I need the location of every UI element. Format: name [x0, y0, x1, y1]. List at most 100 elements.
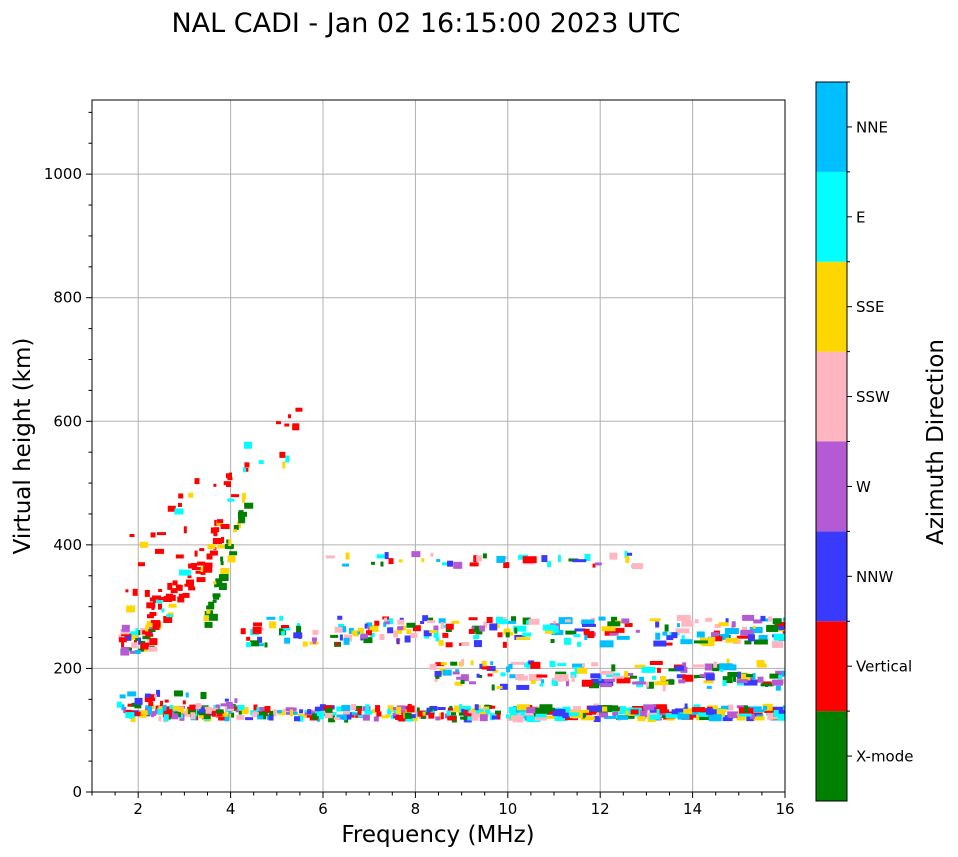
echo-point: [544, 710, 556, 715]
echo-point: [763, 705, 768, 710]
echo-point: [215, 709, 224, 714]
echo-point: [367, 625, 371, 632]
echo-point: [579, 709, 590, 713]
echo-point: [393, 630, 399, 638]
echo-point: [357, 714, 364, 718]
echo-point: [336, 714, 345, 720]
echo-point: [581, 623, 596, 627]
echo-point: [289, 711, 298, 715]
echo-point: [397, 626, 404, 631]
echo-point: [292, 423, 300, 431]
echo-point: [317, 708, 325, 713]
echo-point: [187, 575, 192, 579]
echo-point: [196, 577, 206, 583]
echo-point: [243, 467, 247, 473]
echo-point: [430, 552, 434, 557]
echo-point: [360, 633, 368, 639]
echo-point: [577, 667, 588, 674]
colorbar-tick-label: SSE: [856, 298, 885, 316]
echo-point: [428, 617, 434, 623]
echo-point: [445, 642, 453, 648]
x-tick-label: 16: [775, 800, 794, 818]
echo-point: [183, 526, 187, 534]
echo-point: [138, 637, 142, 645]
echo-point: [720, 633, 730, 640]
echo-point: [433, 630, 439, 638]
echo-point: [496, 685, 503, 689]
echo-point: [352, 712, 362, 716]
echo-point: [653, 640, 667, 647]
echo-point: [700, 637, 712, 641]
echo-point: [440, 622, 444, 630]
echo-point: [619, 706, 626, 714]
echo-point: [722, 676, 733, 684]
echo-point: [553, 620, 557, 624]
echo-point: [123, 706, 127, 712]
colorbar-tick-label: X-mode: [856, 748, 913, 766]
echo-point: [200, 566, 206, 573]
echo-point: [311, 637, 317, 642]
echo-point: [357, 627, 364, 634]
echo-point: [749, 714, 755, 720]
echo-point: [175, 711, 179, 715]
echo-point: [229, 551, 238, 556]
echo-point: [252, 626, 262, 634]
echo-point: [554, 714, 568, 722]
echo-point: [130, 631, 139, 637]
echo-point: [264, 706, 271, 714]
echo-point: [783, 617, 785, 622]
echo-point: [212, 593, 221, 598]
echo-point: [355, 631, 361, 635]
echo-point: [445, 713, 450, 719]
echo-point: [276, 710, 282, 714]
echo-point: [227, 477, 233, 481]
echo-point: [629, 675, 637, 679]
echo-point: [711, 709, 717, 717]
echo-point: [158, 588, 163, 592]
echo-point: [467, 713, 472, 721]
echo-point: [373, 716, 379, 722]
echo-point: [142, 630, 152, 635]
echo-point: [528, 673, 542, 681]
echo-point: [311, 713, 317, 720]
echo-point: [198, 713, 204, 719]
echo-point: [134, 702, 142, 709]
echo-point: [177, 596, 185, 603]
echo-point: [189, 704, 196, 711]
echo-point: [137, 562, 145, 567]
echo-point: [365, 704, 370, 711]
echo-point: [129, 534, 135, 538]
echo-point: [406, 622, 416, 628]
echo-point: [195, 570, 201, 574]
echo-point: [293, 632, 303, 639]
echo-point: [208, 613, 218, 621]
colorbar-swatch-sse: [816, 261, 847, 352]
echo-point: [422, 711, 426, 716]
echo-point: [121, 640, 125, 648]
echo-point: [281, 631, 286, 636]
echo-point: [396, 638, 400, 644]
echo-point: [749, 626, 763, 633]
echo-point: [410, 633, 418, 639]
echo-point: [187, 709, 196, 715]
echo-point: [278, 711, 286, 716]
echo-point: [476, 555, 483, 562]
echo-point: [530, 661, 541, 669]
y-tick-label: 0: [72, 783, 82, 801]
echo-point: [177, 502, 182, 507]
echo-point: [240, 709, 249, 713]
echo-point: [676, 674, 686, 679]
echo-point: [392, 713, 396, 717]
echo-point: [379, 633, 385, 640]
echo-point: [127, 691, 137, 697]
echo-point: [580, 716, 595, 721]
echo-point: [208, 601, 215, 608]
echo-point: [473, 635, 480, 640]
echo-point: [655, 706, 667, 714]
echo-point: [598, 679, 606, 684]
echo-point: [253, 622, 263, 627]
echo-point: [295, 407, 303, 412]
echo-point: [116, 701, 122, 708]
echo-point: [121, 624, 130, 632]
echo-point: [691, 709, 704, 715]
